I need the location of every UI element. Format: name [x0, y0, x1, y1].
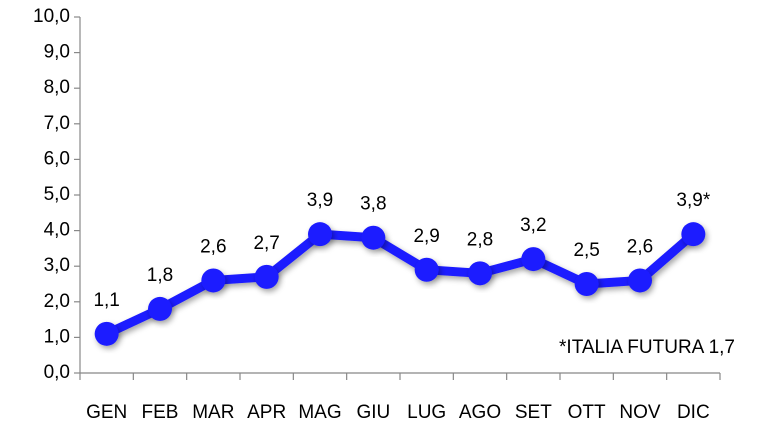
x-tick-label: APR: [247, 402, 286, 423]
point: [468, 261, 492, 286]
y-tick-label: 6,0: [44, 148, 70, 169]
series-line: [104, 229, 697, 338]
y-tick-label: 7,0: [44, 113, 70, 134]
x-tick-label: SET: [515, 402, 552, 423]
x-tick-label: OTT: [568, 402, 606, 423]
data-label: 2,7: [253, 233, 279, 254]
x-tick-label: NOV: [619, 402, 661, 423]
data-label: 2,9: [413, 226, 439, 247]
y-tick-label: 2,0: [44, 291, 70, 312]
point: [414, 257, 439, 282]
data-label: 2,8: [467, 229, 493, 250]
x-tick-label: GIU: [356, 402, 390, 423]
x-tick-label: GEN: [86, 402, 127, 423]
y-tick-label: 10,0: [33, 6, 70, 27]
data-label: 3,9*: [676, 190, 710, 211]
annotation: *ITALIA FUTURA 1,7: [559, 337, 735, 358]
x-tick-label: MAG: [298, 402, 341, 423]
y-tick-label: 3,0: [44, 255, 70, 276]
point: [308, 222, 332, 247]
point: [148, 296, 172, 321]
x-tick-label: AGO: [459, 402, 501, 423]
data-label: 1,8: [147, 265, 173, 286]
y-tick-label: 1,0: [44, 326, 70, 347]
y-tick-label: 9,0: [44, 42, 70, 63]
point: [94, 321, 119, 346]
point: [361, 225, 386, 250]
x-tick-label: MAR: [192, 402, 234, 423]
x-tick-label: DIC: [677, 402, 710, 423]
point: [628, 268, 652, 293]
point: [681, 222, 706, 247]
x-tick-label: FEB: [142, 402, 179, 423]
point: [201, 268, 226, 293]
data-label: 1,1: [93, 290, 119, 311]
y-tick-label: 8,0: [44, 77, 70, 98]
data-label: 2,6: [200, 236, 226, 257]
y-tick-label: 0,0: [44, 362, 70, 383]
data-label: 2,5: [573, 240, 599, 261]
point: [574, 272, 599, 296]
y-tick-label: 5,0: [44, 184, 70, 205]
data-label: 3,2: [520, 215, 546, 236]
data-label: 3,9: [307, 190, 333, 211]
y-tick-label: 4,0: [44, 220, 70, 241]
data-label: 2,6: [627, 236, 653, 257]
point: [521, 247, 546, 272]
x-tick-label: LUG: [407, 402, 446, 423]
data-label: 3,8: [360, 194, 386, 215]
point: [254, 264, 279, 289]
